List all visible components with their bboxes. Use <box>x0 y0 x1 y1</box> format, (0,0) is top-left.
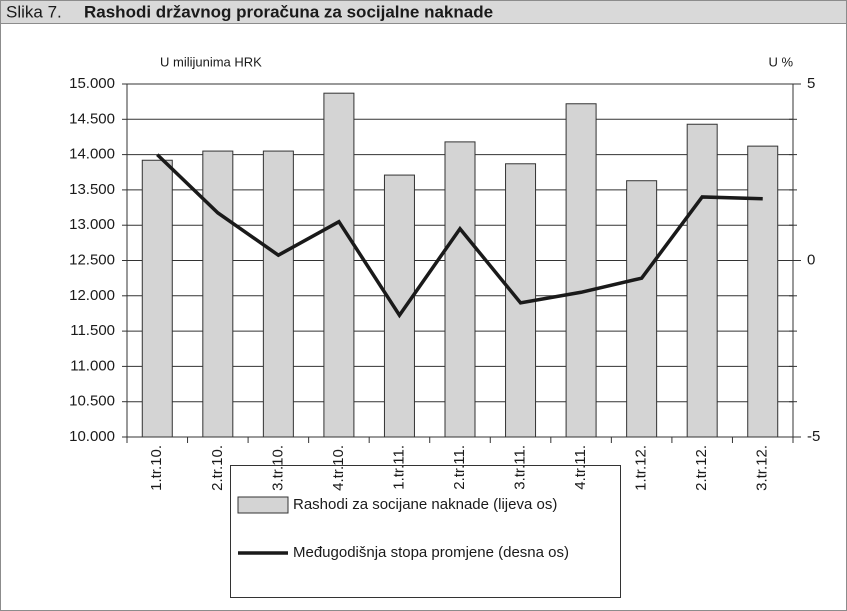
legend-label: Međugodišnja stopa promjene (desna os) <box>293 544 569 561</box>
x-tick-label: 2.tr.11. <box>451 445 468 490</box>
x-tick-label: 3.tr.10. <box>269 445 286 491</box>
legend-label: Rashodi za socijane naknade (lijeva os) <box>293 496 557 513</box>
legend <box>230 465 621 598</box>
bar <box>565 103 597 438</box>
y2-tick-label: 5 <box>807 75 815 92</box>
y-tick-label: 12.500 <box>69 251 115 268</box>
y2-axis-label: U % <box>768 54 793 69</box>
x-tick-label: 2.tr.12. <box>693 445 710 491</box>
bar <box>141 159 173 438</box>
line <box>156 153 763 319</box>
y-tick-label: 13.000 <box>69 216 115 233</box>
bar <box>444 141 476 438</box>
y-tick-label: 12.000 <box>69 287 115 304</box>
x-tick-label: 3.tr.12. <box>754 445 771 491</box>
y-tick-label: 15.000 <box>69 75 115 92</box>
y-axis-label: U milijunima HRK <box>160 54 262 69</box>
bar <box>686 123 718 438</box>
y-tick-label: 14.500 <box>69 110 115 127</box>
x-tick-label: 1.tr.10. <box>148 445 165 491</box>
y-tick-label: 11.000 <box>70 357 115 374</box>
y-tick-label: 10.500 <box>69 393 115 410</box>
x-tick-label: 2.tr.10. <box>209 445 226 491</box>
bar <box>262 150 294 438</box>
bar <box>202 150 234 438</box>
x-tick-label: 1.tr.11. <box>390 445 407 490</box>
y-tick-label: 10.000 <box>69 428 115 445</box>
y2-tick-label: 0 <box>807 251 815 268</box>
x-tick-label: 4.tr.11. <box>572 445 589 490</box>
y2-tick-label: -5 <box>807 428 820 445</box>
y-tick-label: 14.000 <box>69 146 115 163</box>
x-tick-label: 4.tr.10. <box>330 445 347 491</box>
figure-label: Slika 7. <box>6 2 62 21</box>
bar <box>747 145 779 438</box>
legend-swatch <box>237 496 289 514</box>
chart-title: Rashodi državnog proračuna za socijalne … <box>84 2 493 21</box>
y-tick-label: 13.500 <box>69 181 115 198</box>
bar <box>383 174 415 438</box>
x-tick-label: 1.tr.12. <box>633 445 650 491</box>
bar <box>323 92 355 438</box>
x-tick-label: 3.tr.11. <box>512 445 529 490</box>
y-tick-label: 11.500 <box>70 322 115 339</box>
bar <box>626 180 658 438</box>
